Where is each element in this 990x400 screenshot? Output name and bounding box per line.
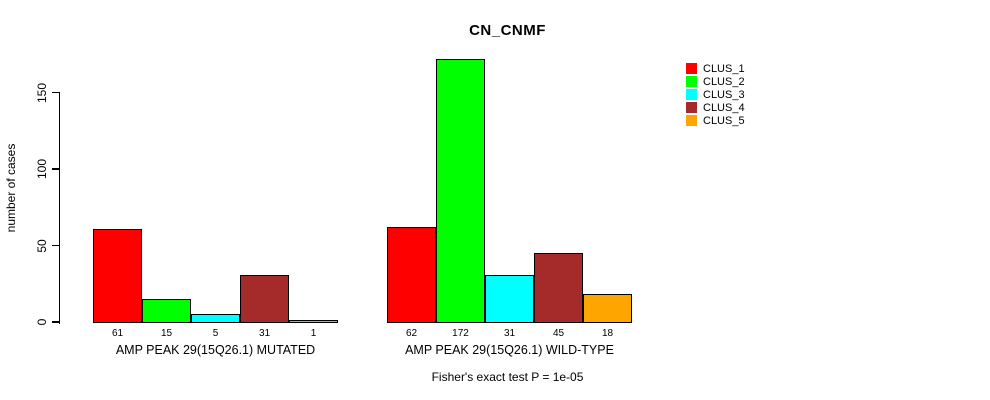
- legend-item-clus_3: CLUS_3: [686, 88, 745, 101]
- bar-value-label: 62: [405, 328, 418, 339]
- legend-item-clus_4: CLUS_4: [686, 101, 745, 114]
- y-axis-tick-label: 0: [35, 318, 49, 326]
- legend-label: CLUS_1: [703, 62, 745, 75]
- y-axis-tick: [51, 91, 59, 94]
- y-axis-label: number of cases: [4, 143, 18, 233]
- bar-value-label: 61: [111, 328, 124, 339]
- bar-clus_3-group1: [191, 314, 240, 324]
- legend-label: CLUS_4: [703, 101, 745, 114]
- chart-title: CN_CNMF: [469, 22, 546, 39]
- legend-label: CLUS_3: [703, 88, 745, 101]
- bar-clus_4-group1: [240, 274, 289, 324]
- legend-item-clus_2: CLUS_2: [686, 75, 745, 88]
- bar-clus_1-group2: [387, 227, 436, 324]
- y-axis-tick: [51, 168, 59, 170]
- group-label: AMP PEAK 29(15Q26.1) WILD-TYPE: [405, 343, 614, 357]
- legend-swatch: [686, 102, 697, 113]
- bar-value-label: 15: [160, 328, 173, 339]
- bar-clus_5-group1: [289, 320, 338, 324]
- legend-item-clus_1: CLUS_1: [686, 62, 745, 75]
- legend-label: CLUS_5: [703, 114, 745, 127]
- group-label: AMP PEAK 29(15Q26.1) MUTATED: [115, 343, 316, 357]
- legend: CLUS_1 CLUS_2 CLUS_3 CLUS_4 CLUS_5: [686, 62, 745, 127]
- bar-value-label: 5: [212, 328, 219, 339]
- y-axis-line: [58, 92, 60, 324]
- legend-label: CLUS_2: [703, 75, 745, 88]
- legend-swatch: [686, 76, 697, 87]
- y-axis-tick: [51, 321, 59, 323]
- y-axis-tick: [51, 244, 59, 247]
- y-axis-tick-label: 100: [35, 158, 49, 180]
- bar-clus_2-group1: [142, 299, 191, 324]
- y-axis-tick-label: 50: [35, 238, 49, 253]
- legend-swatch: [686, 89, 697, 100]
- bar-value-label: 18: [601, 328, 614, 339]
- bar-clus_4-group2: [534, 253, 583, 324]
- legend-swatch: [686, 115, 697, 126]
- bar-clus_2-group2: [436, 58, 485, 324]
- bar-value-label: 31: [503, 328, 516, 339]
- bar-clus_5-group2: [583, 294, 632, 324]
- bar-clus_1-group1: [93, 228, 142, 324]
- legend-swatch: [686, 63, 697, 74]
- bar-value-label: 172: [452, 328, 469, 339]
- legend-item-clus_5: CLUS_5: [686, 114, 745, 127]
- fisher-test-annotation: Fisher's exact test P = 1e-05: [431, 370, 584, 384]
- bar-value-label: 45: [552, 328, 565, 339]
- bar-clus_3-group2: [485, 274, 534, 324]
- bar-value-label: 1: [310, 328, 317, 339]
- y-axis-tick-label: 150: [35, 82, 49, 103]
- bar-value-label: 31: [258, 328, 271, 339]
